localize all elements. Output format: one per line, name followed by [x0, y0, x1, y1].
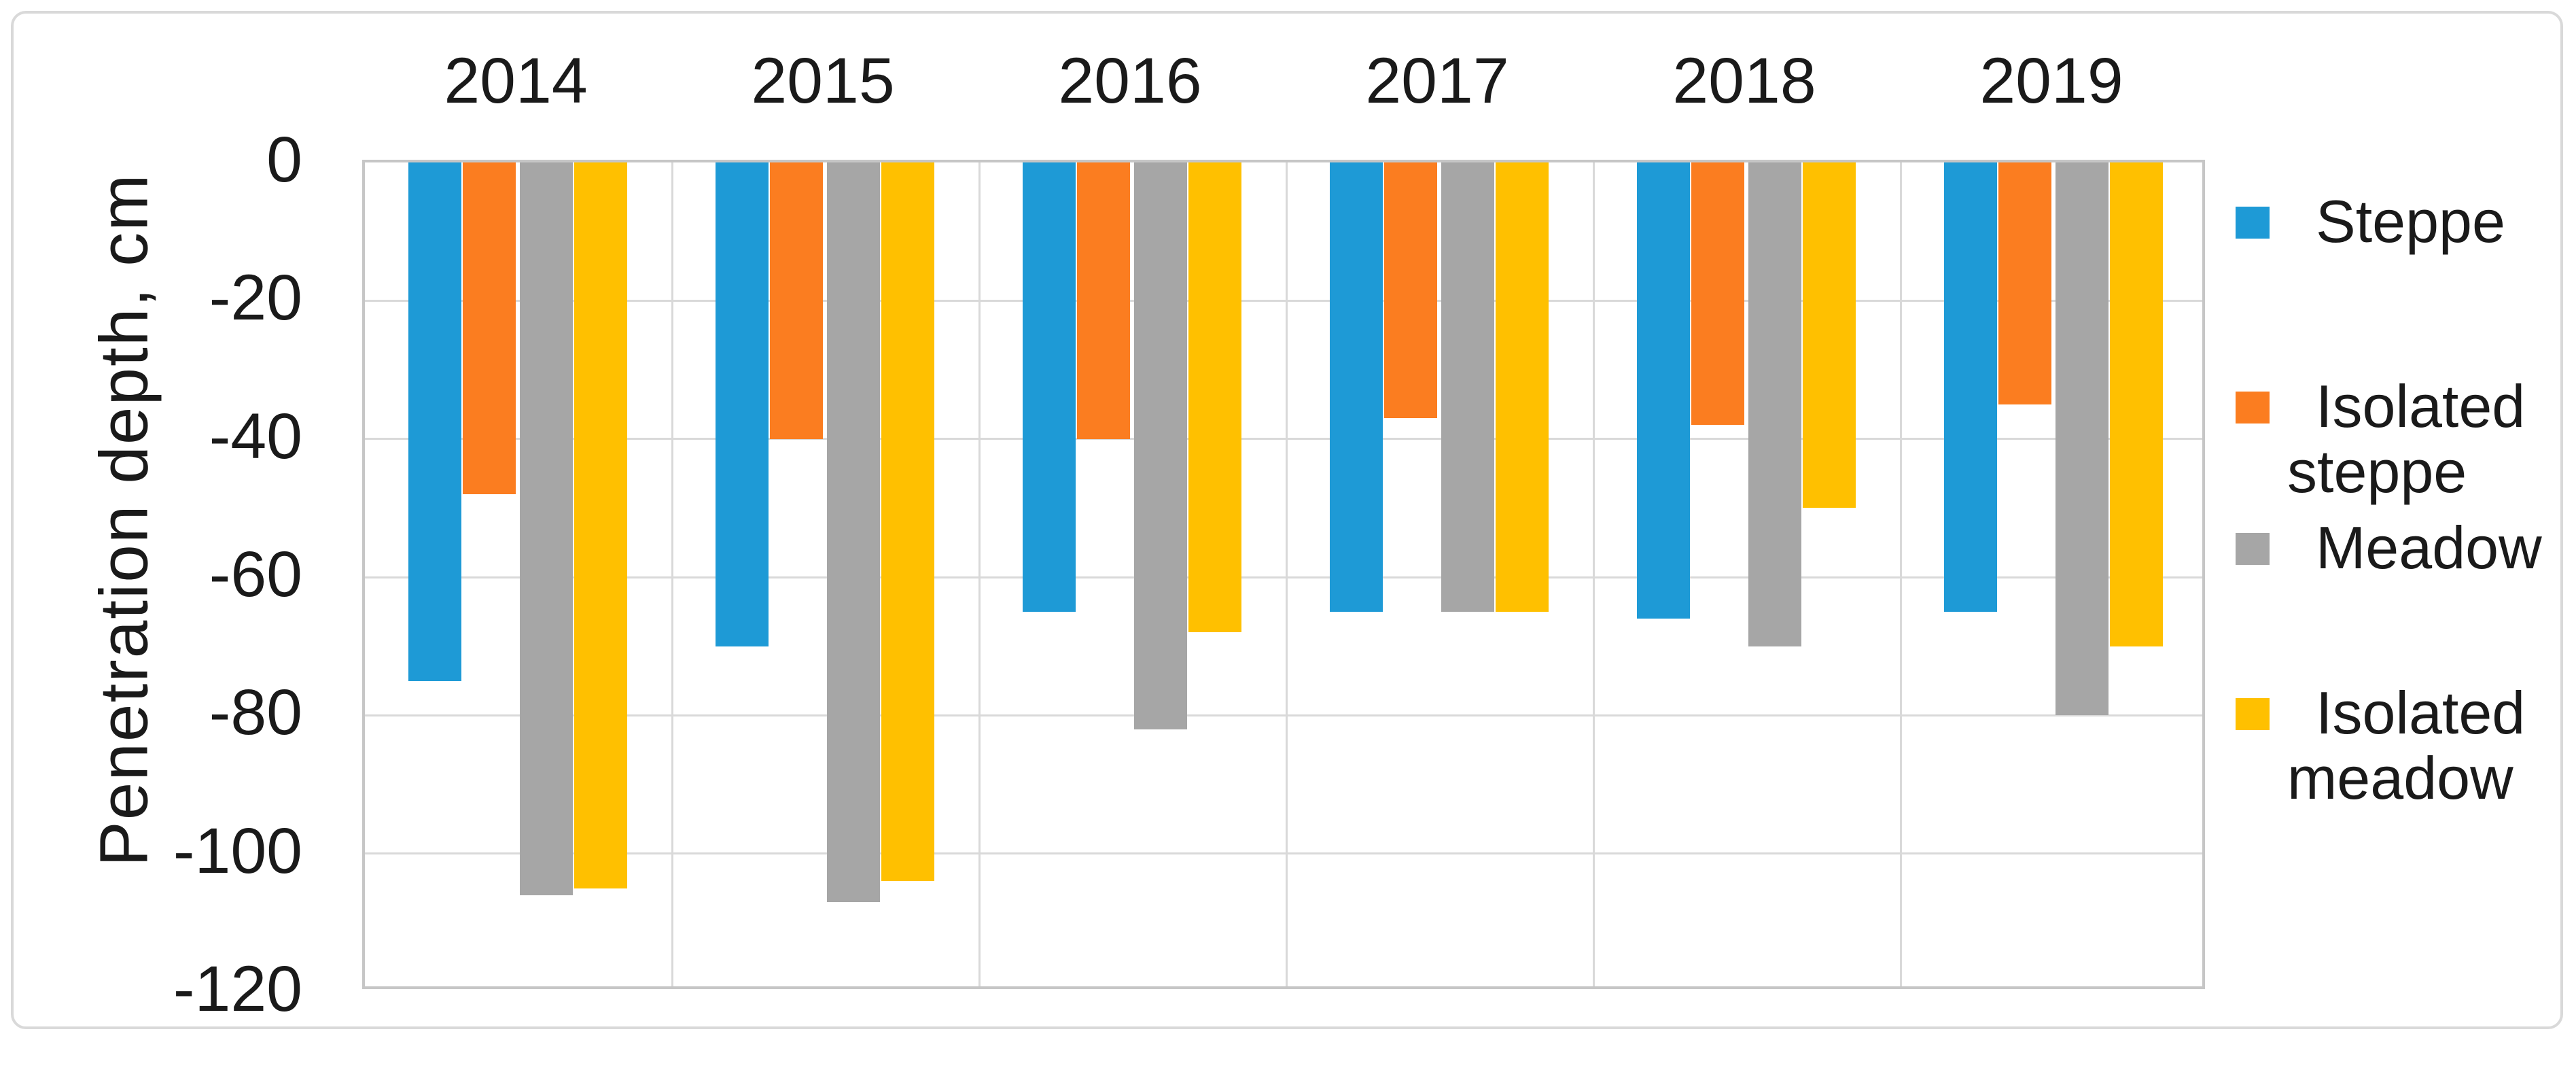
bar-meadow-2017 — [1441, 162, 1494, 612]
legend-label: Isolated meadow — [2287, 680, 2525, 811]
bar-steppe-2016 — [1023, 162, 1076, 612]
legend-item-isolated-steppe: Isolated steppe — [2236, 374, 2525, 504]
bar-steppe-2017 — [1330, 162, 1383, 612]
category-label-2016: 2016 — [1058, 45, 1202, 117]
orange-square-icon — [2236, 392, 2270, 423]
bar-meadow-2014 — [520, 162, 573, 895]
bar-steppe-2019 — [1944, 162, 1997, 612]
legend-item-steppe: Steppe — [2236, 189, 2505, 254]
y-tick--80: -80 — [209, 676, 302, 749]
y-tick--120: -120 — [173, 953, 302, 1025]
legend-item-meadow: Meadow — [2236, 515, 2542, 581]
bar-steppe-2018 — [1637, 162, 1690, 619]
bar-meadow-2016 — [1134, 162, 1187, 729]
category-label-2015: 2015 — [751, 45, 895, 117]
bar-isolated-steppe-2014 — [463, 162, 516, 494]
bar-isolated-meadow-2018 — [1803, 162, 1856, 508]
legend-label-line: steppe — [2287, 438, 2467, 505]
bar-meadow-2018 — [1748, 162, 1801, 646]
bar-isolated-steppe-2019 — [1998, 162, 2051, 404]
category-label-2019: 2019 — [1979, 45, 2123, 117]
bar-steppe-2015 — [716, 162, 769, 646]
legend-label-line: Steppe — [2316, 188, 2505, 255]
legend-label: Steppe — [2287, 189, 2505, 254]
bar-meadow-2019 — [2055, 162, 2109, 716]
bar-isolated-steppe-2015 — [770, 162, 823, 439]
gridline-horizontal--100 — [365, 852, 2202, 855]
bar-isolated-steppe-2017 — [1384, 162, 1437, 419]
category-label-2018: 2018 — [1672, 45, 1816, 117]
bar-isolated-meadow-2015 — [881, 162, 934, 882]
bar-isolated-meadow-2017 — [1496, 162, 1549, 612]
bar-isolated-meadow-2019 — [2110, 162, 2163, 646]
y-tick--100: -100 — [173, 814, 302, 887]
y-tick--60: -60 — [209, 538, 302, 610]
bar-isolated-meadow-2014 — [574, 162, 627, 888]
gridline-vertical-4 — [1592, 162, 1595, 986]
plot-area — [362, 160, 2205, 989]
gridline-horizontal--20 — [365, 299, 2202, 302]
legend-label-line: Isolated — [2316, 373, 2526, 440]
legend-label: Meadow — [2287, 515, 2542, 581]
legend-item-isolated-meadow: Isolated meadow — [2236, 680, 2525, 811]
y-tick--40: -40 — [209, 400, 302, 472]
category-label-2014: 2014 — [444, 45, 588, 117]
legend-label: Isolated steppe — [2287, 374, 2525, 504]
gridline-horizontal--80 — [365, 714, 2202, 716]
gridline-vertical-5 — [1899, 162, 1902, 986]
gridline-horizontal--40 — [365, 438, 2202, 440]
gridline-vertical-3 — [1285, 162, 1288, 986]
bar-isolated-steppe-2018 — [1691, 162, 1744, 426]
gray-square-icon — [2236, 533, 2270, 565]
bar-meadow-2015 — [827, 162, 880, 902]
bar-isolated-meadow-2016 — [1188, 162, 1241, 633]
blue-square-icon — [2236, 207, 2270, 239]
gridline-vertical-1 — [671, 162, 673, 986]
legend-label-line: Meadow — [2316, 514, 2542, 581]
gridline-horizontal--60 — [365, 576, 2202, 578]
legend-label-line: Isolated — [2316, 679, 2526, 746]
y-tick--20: -20 — [209, 262, 302, 334]
y-tick-0: 0 — [266, 124, 302, 196]
category-label-2017: 2017 — [1365, 45, 1509, 117]
bar-steppe-2014 — [408, 162, 461, 681]
yellow-square-icon — [2236, 698, 2270, 730]
legend-label-line: meadow — [2287, 744, 2513, 812]
bar-isolated-steppe-2016 — [1077, 162, 1130, 439]
gridline-vertical-2 — [978, 162, 981, 986]
